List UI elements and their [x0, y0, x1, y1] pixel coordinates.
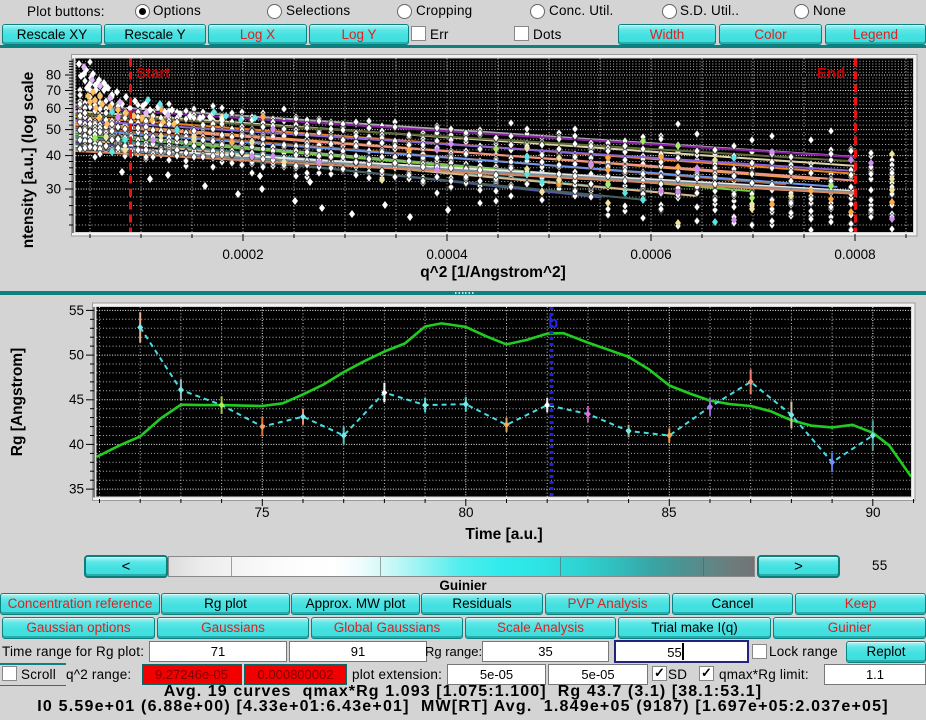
svg-text:Start: Start [136, 65, 170, 82]
svg-text:b: b [548, 313, 558, 332]
svg-text:30: 30 [46, 182, 61, 197]
svg-text:45: 45 [69, 392, 84, 407]
svg-text:q^2 [1/Angstrom^2]: q^2 [1/Angstrom^2] [420, 264, 566, 281]
svg-text:40: 40 [69, 437, 84, 452]
svg-text:0.0008: 0.0008 [834, 247, 875, 262]
svg-text:55: 55 [69, 303, 84, 318]
svg-text:ntensity [a.u.] (log scale: ntensity [a.u.] (log scale [20, 71, 37, 248]
svg-text:End: End [817, 65, 845, 82]
svg-text:85: 85 [661, 505, 676, 520]
svg-text:80: 80 [46, 68, 61, 83]
svg-text:0.0006: 0.0006 [630, 247, 671, 262]
svg-text:80: 80 [458, 505, 473, 520]
svg-text:Rg [Angstrom]: Rg [Angstrom] [9, 348, 26, 457]
svg-text:50: 50 [46, 122, 61, 137]
svg-text:90: 90 [865, 505, 880, 520]
svg-text:70: 70 [46, 83, 61, 98]
svg-text:75: 75 [254, 505, 269, 520]
svg-text:35: 35 [69, 482, 84, 497]
svg-text:50: 50 [69, 348, 84, 363]
svg-text:0.0004: 0.0004 [426, 247, 468, 262]
svg-text:40: 40 [46, 148, 61, 163]
svg-text:60: 60 [46, 101, 61, 116]
svg-text:0.0002: 0.0002 [222, 247, 263, 262]
svg-text:Time [a.u.]: Time [a.u.] [465, 526, 542, 543]
